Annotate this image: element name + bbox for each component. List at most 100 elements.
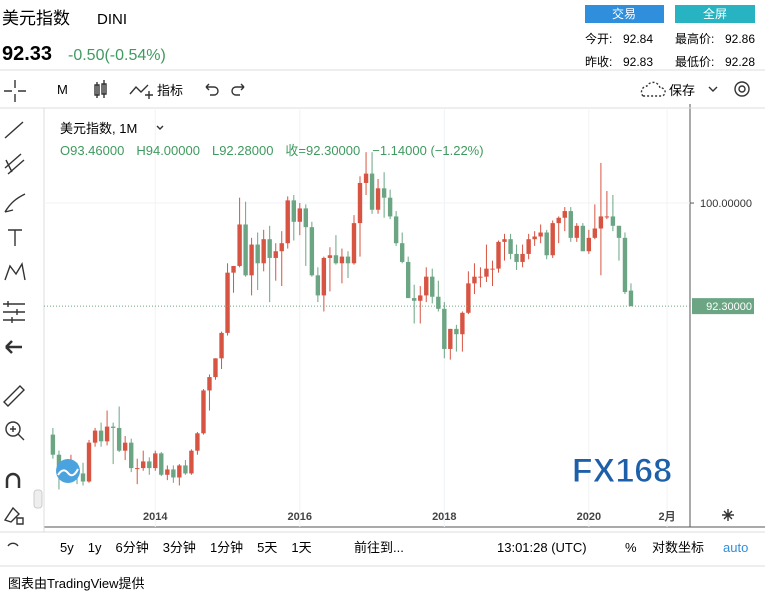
stat-value: 92.86: [725, 32, 755, 46]
range-button[interactable]: 6分钟: [115, 540, 148, 555]
indicators[interactable]: 指标: [157, 83, 183, 98]
candle-body: [387, 197, 393, 217]
text-tool[interactable]: [8, 229, 22, 246]
candle-body: [454, 328, 459, 335]
goto[interactable]: 前往到...: [354, 540, 404, 555]
fib-tool[interactable]: [3, 301, 25, 323]
last-price-tag: [692, 298, 754, 315]
candle-body: [98, 430, 104, 442]
log-toggle[interactable]: 对数坐标: [652, 540, 704, 555]
interval[interactable]: M: [57, 82, 68, 97]
candle-icon[interactable]: [94, 80, 107, 98]
candle-body: [273, 251, 278, 258]
x-tick-label: 2月: [659, 510, 676, 523]
candle-body: [297, 208, 302, 222]
stat-label: 最低价:: [675, 55, 714, 69]
range-button[interactable]: 5y: [60, 540, 74, 555]
change: -0.50(-0.54%): [68, 47, 166, 64]
candle-body: [472, 276, 477, 284]
candle-body: [520, 253, 525, 262]
redo-icon[interactable]: [231, 83, 245, 96]
fullscreen-button[interactable]: [675, 5, 755, 23]
save-menu[interactable]: [708, 86, 718, 92]
range-button[interactable]: 1分钟: [210, 540, 243, 555]
candle-body: [381, 188, 387, 198]
brush-tool[interactable]: [4, 193, 26, 213]
trend-line-tool[interactable]: [4, 121, 24, 139]
magnet-tool[interactable]: [5, 472, 21, 488]
candle-body: [249, 244, 254, 276]
range-button[interactable]: 3分钟: [163, 540, 196, 555]
crosshair-icon[interactable]: [4, 80, 26, 102]
candle-body: [285, 200, 290, 244]
candle-body: [50, 434, 56, 455]
candle-body: [592, 228, 598, 238]
watermark: FX168: [572, 452, 672, 490]
range-button[interactable]: 1y: [88, 540, 102, 555]
x-tick-label: 2020: [577, 511, 601, 523]
stat-value: 92.83: [623, 55, 653, 69]
candle-body: [183, 465, 188, 474]
stat-label: 今开:: [585, 31, 612, 46]
auto-toggle[interactable]: auto: [723, 540, 748, 555]
legend-menu[interactable]: [156, 125, 164, 130]
range-button[interactable]: 5天: [257, 540, 277, 555]
collapse-handle[interactable]: [33, 489, 43, 509]
candle-body: [303, 208, 308, 228]
candle-body: [189, 450, 194, 474]
candle-body: [213, 358, 218, 378]
time-settings-icon[interactable]: [722, 509, 734, 521]
candle-body: [129, 442, 134, 469]
candle-body: [478, 276, 483, 278]
pattern-tool[interactable]: [4, 262, 26, 281]
candle-body: [610, 216, 616, 226]
candle-body: [442, 308, 447, 349]
candle-body: [604, 216, 610, 218]
save[interactable]: 保存: [669, 83, 695, 98]
ohlc-legend: H94.00000: [136, 143, 200, 158]
candle-body: [207, 377, 212, 391]
trade-button[interactable]: [585, 5, 664, 23]
candle-body: [351, 223, 357, 264]
ruler-tool[interactable]: [3, 385, 25, 407]
y-tick-label: 100.00000: [700, 198, 752, 210]
candle-body: [237, 224, 242, 266]
indicator-icon[interactable]: [129, 84, 153, 99]
candle-body: [345, 256, 351, 264]
symbol: DINI: [97, 11, 127, 28]
candle-body: [147, 461, 152, 469]
candle-body: [110, 426, 116, 428]
candle-body: [339, 256, 345, 264]
candle-body: [279, 243, 284, 252]
back-tool[interactable]: [5, 340, 22, 354]
candle-body: [496, 241, 501, 269]
candle-body: [135, 468, 140, 470]
candle-body: [550, 223, 555, 256]
range-button[interactable]: 1天: [291, 540, 311, 555]
settings-icon[interactable]: [734, 81, 750, 97]
x-tick-label: 2014: [143, 511, 168, 523]
cloud-icon[interactable]: [640, 81, 666, 97]
candle-body: [448, 328, 453, 349]
candle-body: [538, 232, 543, 237]
candle-body: [580, 225, 586, 252]
lock-tool[interactable]: [3, 506, 24, 525]
stat-value: 92.84: [623, 32, 653, 46]
candle-body: [357, 182, 363, 224]
zoom-tool[interactable]: [5, 421, 21, 437]
pitchfork-tool[interactable]: [4, 153, 25, 175]
candle-body: [369, 173, 375, 210]
percent-toggle[interactable]: %: [625, 540, 637, 555]
fullscreen-button-label[interactable]: 全屏: [703, 6, 727, 21]
ohlc-legend: O93.46000: [60, 143, 124, 158]
candle-body: [460, 312, 465, 335]
candle-body: [484, 268, 489, 277]
trade-button-label[interactable]: 交易: [612, 6, 636, 21]
hide-tool[interactable]: [7, 542, 19, 547]
candle-body: [165, 469, 170, 475]
undo-icon[interactable]: [205, 83, 219, 96]
candle-body: [424, 276, 429, 296]
candle-body: [490, 268, 495, 270]
footer: 图表由TradingView提供: [8, 576, 145, 591]
